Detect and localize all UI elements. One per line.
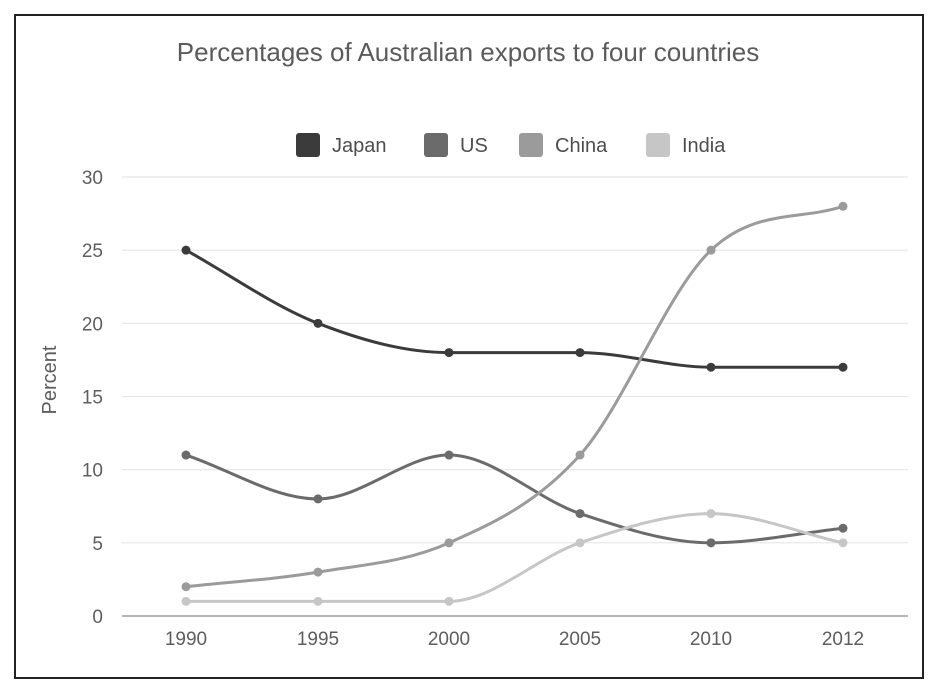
- legend-item-china: China: [519, 133, 608, 157]
- legend-swatch-china: [519, 133, 543, 157]
- y-tick-label: 20: [82, 314, 103, 335]
- legend-swatch-japan: [296, 133, 320, 157]
- series-lines: [181, 201, 848, 606]
- data-point-us: [444, 450, 454, 460]
- data-point-china: [181, 582, 191, 592]
- y-tick-label: 5: [92, 534, 103, 555]
- x-axis-ticks: 1990 1995 2000 2005 2010 2012: [165, 629, 864, 650]
- series-china: [181, 201, 848, 592]
- legend-swatch-india: [646, 133, 670, 157]
- y-tick-label: 25: [82, 241, 103, 262]
- y-axis-title: Percent: [39, 345, 61, 414]
- data-point-china: [575, 450, 585, 460]
- chart-frame: [14, 14, 924, 679]
- y-tick-label: 15: [82, 388, 103, 409]
- legend-swatch-us: [424, 133, 448, 157]
- y-tick-label: 30: [82, 168, 103, 189]
- data-point-china: [444, 538, 454, 548]
- data-point-japan: [706, 362, 716, 372]
- data-point-us: [575, 509, 585, 519]
- series-us: [181, 450, 848, 548]
- gridlines: [122, 176, 908, 617]
- data-point-china: [313, 567, 323, 577]
- data-point-india: [181, 596, 191, 606]
- x-tick-label: 2005: [559, 629, 601, 650]
- data-point-us: [838, 523, 848, 533]
- data-point-japan: [838, 362, 848, 372]
- legend: Japan US China India: [296, 133, 726, 157]
- legend-label-china: China: [555, 135, 608, 157]
- data-point-us: [181, 450, 191, 460]
- data-point-japan: [444, 348, 454, 358]
- data-point-us: [313, 494, 323, 504]
- legend-item-japan: Japan: [296, 133, 387, 157]
- series-line-india: [184, 512, 845, 603]
- data-point-india: [313, 596, 323, 606]
- data-point-japan: [313, 318, 323, 328]
- data-point-china: [838, 201, 848, 211]
- y-tick-label: 10: [82, 461, 103, 482]
- legend-item-us: US: [424, 133, 488, 157]
- data-point-india: [575, 538, 585, 548]
- data-point-india: [706, 509, 716, 519]
- legend-label-japan: Japan: [332, 135, 387, 157]
- y-axis-ticks: 0 5 10 15 20 25 30: [82, 168, 103, 628]
- series-line-us: [184, 453, 845, 545]
- x-tick-label: 2010: [690, 629, 732, 650]
- data-point-india: [444, 596, 454, 606]
- chart-title: Percentages of Australian exports to fou…: [177, 37, 759, 67]
- y-tick-label: 0: [92, 607, 103, 628]
- data-point-japan: [181, 245, 191, 255]
- legend-label-us: US: [460, 135, 488, 157]
- series-india: [181, 509, 848, 606]
- data-point-us: [706, 538, 716, 548]
- x-tick-label: 1990: [165, 629, 207, 650]
- series-japan: [181, 245, 848, 372]
- legend-item-india: India: [646, 133, 726, 157]
- x-tick-label: 2012: [822, 629, 864, 650]
- series-line-japan: [184, 248, 845, 369]
- legend-label-india: India: [682, 135, 726, 157]
- data-point-india: [838, 538, 848, 548]
- x-tick-label: 2000: [428, 629, 470, 650]
- x-tick-label: 1995: [297, 629, 339, 650]
- data-point-japan: [575, 348, 585, 358]
- data-point-china: [706, 245, 716, 255]
